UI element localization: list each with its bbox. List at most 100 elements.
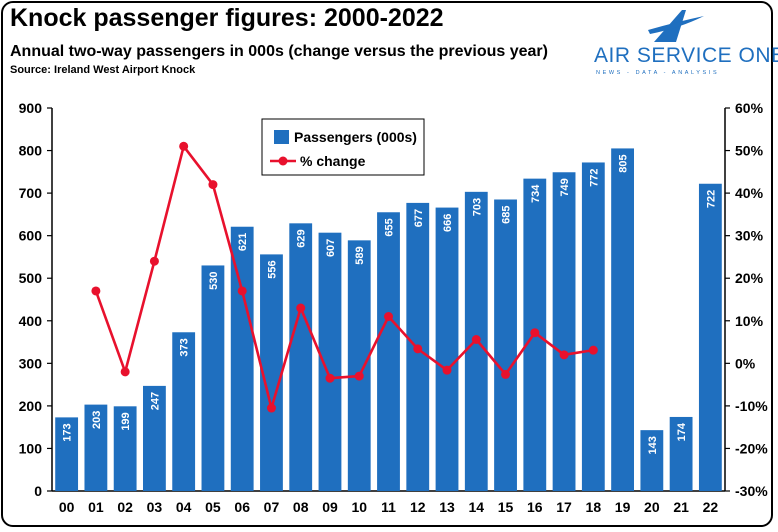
x-tick-label: 18 — [586, 499, 602, 515]
change-point — [354, 371, 364, 381]
legend-box — [261, 118, 425, 176]
chart-source: Source: Ireland West Airport Knock — [10, 64, 196, 76]
y-tick-label: 600 — [19, 228, 43, 244]
y-tick-label: 100 — [19, 440, 43, 456]
bar — [698, 183, 722, 491]
y-tick-label: 700 — [19, 185, 43, 201]
x-tick-label: 17 — [556, 499, 572, 515]
bar-label: 373 — [179, 338, 191, 356]
x-tick-label: 00 — [59, 499, 75, 515]
y2-tick-label: -20% — [735, 440, 768, 456]
bar — [435, 207, 459, 491]
change-point — [208, 180, 218, 190]
x-tick-label: 15 — [498, 499, 514, 515]
bar-label: 143 — [647, 436, 659, 454]
bar — [230, 226, 254, 492]
logo-tagline: NEWS - DATA - ANALYSIS — [596, 70, 720, 76]
bar-label: 655 — [384, 218, 396, 236]
y2-tick-label: 40% — [735, 185, 764, 201]
bar-label: 703 — [471, 198, 483, 216]
bar-label: 203 — [91, 411, 103, 429]
change-point — [501, 369, 511, 379]
x-tick-label: 13 — [439, 499, 455, 515]
bar — [201, 265, 225, 491]
legend: Passengers (000s) % change — [261, 118, 425, 176]
bar — [113, 406, 137, 491]
change-point — [442, 365, 452, 375]
x-tick-label: 09 — [322, 499, 338, 515]
bar — [581, 162, 605, 491]
change-point — [471, 335, 481, 345]
y2-tick-label: 30% — [735, 228, 764, 244]
y2-tick-label: 50% — [735, 143, 764, 159]
y2-tick-label: 0% — [735, 355, 756, 371]
bar — [172, 332, 196, 491]
change-point — [325, 373, 335, 383]
x-tick-label: 08 — [293, 499, 309, 515]
y-tick-label: 400 — [19, 313, 43, 329]
change-point — [179, 141, 189, 151]
x-tick-label: 05 — [205, 499, 221, 515]
chart-title: Knock passenger figures: 2000-2022 — [10, 4, 444, 32]
logo: AIR SERVICE ONE NEWS - DATA - ANALYSIS — [594, 8, 778, 80]
x-tick-label: 06 — [234, 499, 250, 515]
x-tick-label: 02 — [117, 499, 133, 515]
change-point — [296, 303, 306, 313]
x-tick-label: 01 — [88, 499, 104, 515]
bar-label: 556 — [266, 260, 278, 278]
bar-label: 621 — [237, 233, 249, 251]
change-point — [559, 350, 569, 360]
bar — [84, 404, 108, 491]
y2-tick-label: 20% — [735, 270, 764, 286]
y-tick-label: 900 — [19, 100, 43, 116]
bar — [669, 416, 693, 491]
x-tick-label: 19 — [615, 499, 631, 515]
change-point — [149, 256, 159, 266]
y-tick-label: 0 — [34, 483, 42, 499]
x-tick-label: 07 — [264, 499, 280, 515]
chart-subtitle: Annual two-way passengers in 000s (chang… — [10, 43, 548, 60]
stylized-a-plane-icon — [648, 10, 704, 42]
legend-bar-label: Passengers (000s) — [294, 129, 417, 145]
bar-label: 772 — [588, 168, 600, 186]
y-tick-label: 200 — [19, 398, 43, 414]
change-point — [266, 403, 276, 413]
legend-line-marker — [278, 156, 288, 166]
x-tick-label: 16 — [527, 499, 543, 515]
bar — [143, 385, 166, 491]
x-tick-label: 22 — [703, 499, 719, 515]
bar-label: 734 — [530, 184, 542, 203]
x-tick-label: 21 — [673, 499, 689, 515]
bar-label: 589 — [354, 246, 366, 264]
change-line — [91, 141, 598, 413]
y2-tick-label: -30% — [735, 483, 768, 499]
bar-label: 174 — [676, 422, 688, 441]
x-tick-label: 04 — [176, 499, 192, 515]
x-tick-label: 03 — [147, 499, 163, 515]
bar — [377, 212, 400, 491]
change-point — [530, 328, 540, 338]
y-tick-label: 300 — [19, 355, 43, 371]
logo-name: AIR SERVICE ONE — [594, 44, 778, 67]
y2-tick-label: -10% — [735, 398, 768, 414]
bar-label: 629 — [296, 229, 308, 247]
bar — [55, 417, 79, 491]
y-tick-label: 800 — [19, 143, 43, 159]
bar-label: 805 — [618, 154, 630, 172]
bar — [494, 199, 517, 491]
y2-tick-label: 60% — [735, 100, 764, 116]
legend-line-label: % change — [300, 153, 366, 169]
bar-label: 530 — [208, 271, 220, 289]
x-tick-label: 12 — [410, 499, 426, 515]
bar-label: 666 — [442, 214, 454, 232]
bar-label: 173 — [62, 423, 74, 441]
y-tick-label: 500 — [19, 270, 43, 286]
bar — [260, 254, 283, 491]
bar-label: 677 — [413, 209, 425, 227]
change-point — [237, 286, 247, 296]
y2-tick-label: 10% — [735, 313, 764, 329]
bar — [611, 148, 634, 491]
bar — [552, 172, 576, 491]
bar — [318, 232, 342, 491]
